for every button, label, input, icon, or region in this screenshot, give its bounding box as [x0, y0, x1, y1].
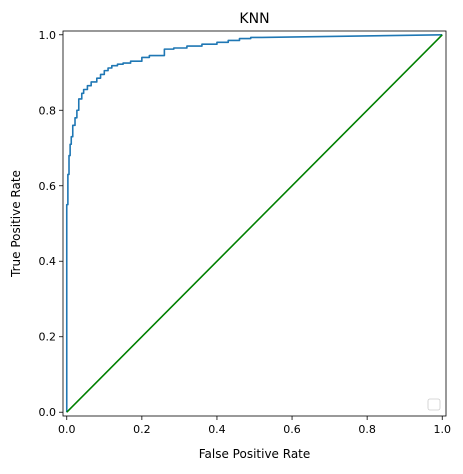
x-tick-label: 0.8: [358, 423, 376, 436]
y-tick-label: 0.4: [39, 255, 57, 268]
x-tick-label: 0.0: [58, 423, 76, 436]
chart-title: KNN: [239, 11, 269, 27]
ticks-group: 0.0 0.2 0.4 0.6 0.8 1.0 0.0 0.2 0.4 0.6 0.8 1.0: [39, 29, 451, 436]
y-tick-label: 0.8: [39, 104, 57, 117]
y-tick-label: 0.2: [39, 331, 57, 344]
y-axis-label: True Positive Rate: [9, 170, 23, 278]
x-tick-label: 1.0: [433, 423, 451, 436]
legend-box: [427, 398, 441, 411]
plot-frame: [62, 30, 447, 417]
y-tick-label: 1.0: [39, 29, 57, 42]
y-tick-label: 0.0: [39, 406, 57, 419]
x-axis-label: False Positive Rate: [199, 447, 311, 461]
y-tick-label: 0.6: [39, 180, 57, 193]
x-tick-label: 0.6: [283, 423, 301, 436]
x-tick-label: 0.4: [208, 423, 226, 436]
roc-curve-line: [65, 33, 443, 413]
x-tick-label: 0.2: [133, 423, 151, 436]
plot-lines: [65, 33, 443, 413]
diagonal-reference-line: [66, 34, 443, 413]
